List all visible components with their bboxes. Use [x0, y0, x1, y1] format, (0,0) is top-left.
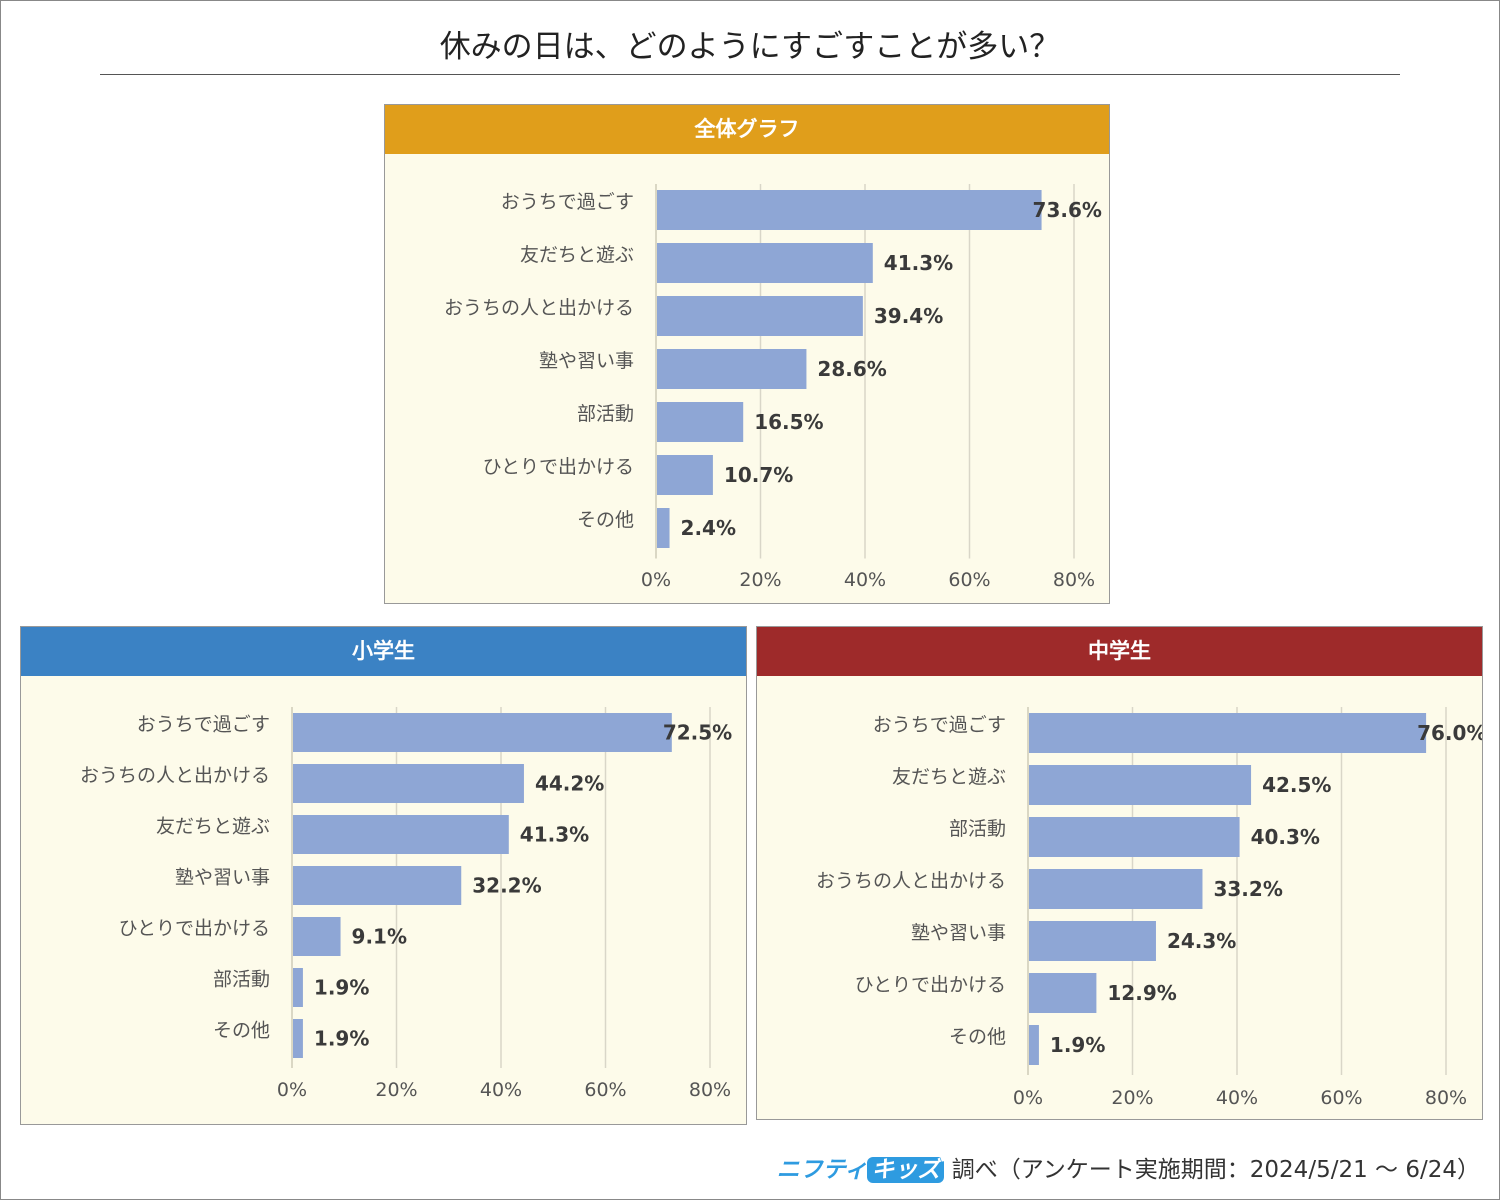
x-tick-label: 60%: [1320, 1087, 1362, 1109]
category-label: その他: [577, 509, 634, 531]
junior-chart-panel: 中学生 0% 20% 40% 60% 80% おうちで過ごす 76.0% 友だちと遊ぶ 42.5…: [756, 626, 1483, 1120]
category-label: 部活動: [213, 969, 270, 991]
overall-chart-header: 全体グラフ: [385, 105, 1109, 154]
x-tick-label: 20%: [375, 1079, 417, 1101]
x-tick-label: 80%: [1053, 569, 1095, 591]
source-text: 調べ（アンケート実施期間：2024/5/21 ～ 6/24）: [951, 1157, 1480, 1183]
data-label: 41.3%: [884, 251, 953, 275]
category-label: 部活動: [949, 818, 1006, 840]
page-title: 休みの日は、どのようにすごすことが多い？: [100, 20, 1400, 75]
data-label: 10.7%: [724, 463, 793, 487]
elementary-chart-header: 小学生: [21, 627, 746, 676]
category-label: ひとりで出かける: [483, 456, 634, 478]
x-tick-label: 60%: [948, 569, 990, 591]
category-label: 部活動: [577, 403, 634, 425]
x-tick-label: 40%: [1216, 1087, 1258, 1109]
bar: [1029, 921, 1156, 961]
bar: [1029, 973, 1097, 1013]
elementary-bar-chart: 0% 20% 40% 60% 80% おうちで過ごす 72.5% おうちの人と出かける 44.2…: [80, 707, 732, 1101]
x-tick-label: 80%: [689, 1079, 731, 1101]
x-tick-label: 20%: [1111, 1087, 1153, 1109]
bar: [1029, 869, 1203, 909]
data-label: 1.9%: [314, 1027, 369, 1051]
category-label: おうちで過ごす: [501, 191, 634, 213]
bar: [293, 713, 672, 752]
data-label: 42.5%: [1262, 773, 1331, 797]
category-label: 友だちと遊ぶ: [520, 244, 634, 266]
elementary-chart-panel: 小学生 0% 20% 40% 60% 80% おうちで過ごす 72.5% おうちの人と出かける…: [20, 626, 747, 1125]
bar: [657, 455, 713, 495]
data-label: 12.9%: [1107, 981, 1176, 1005]
category-label: その他: [949, 1026, 1006, 1048]
data-label: 76.0%: [1417, 721, 1482, 745]
bar: [657, 402, 744, 442]
data-label: 28.6%: [817, 357, 886, 381]
overall-chart-panel: 全体グラフ 0% 20% 40% 60% 80% おうちで過ごす 73.6% 友だちと遊ぶ 41…: [384, 104, 1110, 604]
x-tick-label: 40%: [480, 1079, 522, 1101]
category-label: ひとりで出かける: [855, 974, 1006, 996]
data-label: 72.5%: [663, 721, 732, 745]
bar: [1029, 1025, 1039, 1065]
bar: [1029, 765, 1252, 805]
data-label: 9.1%: [352, 925, 407, 949]
data-label: 24.3%: [1167, 929, 1236, 953]
category-label: おうちで過ごす: [873, 714, 1006, 736]
source-footer: ニフティ キッズ 調べ（アンケート実施期間：2024/5/21 ～ 6/24）: [758, 1150, 1480, 1184]
category-label: おうちの人と出かける: [816, 870, 1006, 892]
data-label: 1.9%: [1050, 1033, 1105, 1057]
category-label: ひとりで出かける: [119, 918, 270, 940]
bar: [293, 866, 462, 905]
data-label: 16.5%: [754, 410, 823, 434]
brand-logo: ニフティ キッズ: [777, 1157, 945, 1183]
data-label: 40.3%: [1251, 825, 1320, 849]
bar: [293, 815, 509, 854]
category-label: おうちで過ごす: [137, 714, 270, 736]
category-label: 友だちと遊ぶ: [156, 816, 270, 838]
data-label: 32.2%: [472, 874, 541, 898]
data-label: 41.3%: [520, 823, 589, 847]
data-label: 33.2%: [1213, 877, 1282, 901]
category-label: おうちの人と出かける: [444, 297, 634, 319]
category-label: 塾や習い事: [911, 922, 1006, 944]
x-tick-label: 40%: [844, 569, 886, 591]
bar: [657, 190, 1042, 230]
bar: [293, 917, 341, 956]
category-label: 友だちと遊ぶ: [892, 766, 1006, 788]
bar: [657, 243, 873, 283]
bar: [657, 508, 670, 548]
x-tick-label: 20%: [739, 569, 781, 591]
category-label: その他: [213, 1020, 270, 1042]
category-label: 塾や習い事: [539, 350, 634, 372]
junior-chart-header: 中学生: [757, 627, 1482, 676]
category-label: おうちの人と出かける: [80, 765, 270, 787]
x-tick-label: 60%: [584, 1079, 626, 1101]
bar: [657, 296, 863, 336]
x-tick-label: 0%: [277, 1079, 307, 1101]
bar: [657, 349, 807, 389]
x-tick-label: 0%: [1013, 1087, 1043, 1109]
data-label: 39.4%: [874, 304, 943, 328]
data-label: 73.6%: [1033, 198, 1102, 222]
x-tick-label: 0%: [641, 569, 671, 591]
data-label: 44.2%: [535, 772, 604, 796]
bar: [293, 764, 524, 803]
data-label: 1.9%: [314, 976, 369, 1000]
category-label: 塾や習い事: [175, 867, 270, 889]
junior-bar-chart: 0% 20% 40% 60% 80% おうちで過ごす 76.0% 友だちと遊ぶ 42.5% 部活動…: [816, 707, 1482, 1109]
bar: [1029, 713, 1427, 753]
x-tick-label: 80%: [1425, 1087, 1467, 1109]
bar: [293, 968, 303, 1007]
bar: [293, 1019, 303, 1058]
data-label: 2.4%: [681, 516, 736, 540]
bar: [1029, 817, 1240, 857]
overall-bar-chart: 0% 20% 40% 60% 80% おうちで過ごす 73.6% 友だちと遊ぶ 41.3% おうち…: [444, 184, 1102, 591]
